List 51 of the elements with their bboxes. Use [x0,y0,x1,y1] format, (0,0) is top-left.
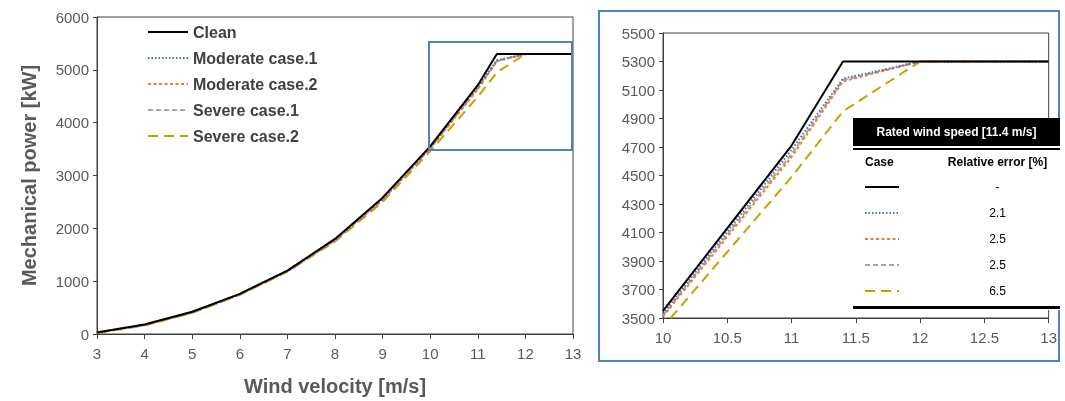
x-tick-label: 9 [378,345,387,362]
x-tick-label: 6 [235,345,244,362]
annotation: 2.5 [988,232,1007,246]
x-axis-title: Wind velocity [m/s] [243,375,427,397]
x-tick-label: 7 [283,345,292,362]
y-tick-label: 4500 [621,167,655,184]
x-tick-label: 10.5 [712,329,742,346]
x-tick-label: 3 [92,345,102,362]
y-tick-label: 6000 [55,8,89,26]
x-tick-label: 12.5 [969,329,999,346]
annotation: Case [864,154,895,171]
x-tick-label: 11 [783,329,800,346]
x-tick-label: 11 [470,345,486,362]
x-tick-label: 10 [654,329,672,346]
legend-label: Severe case.1 [193,101,299,119]
x-tick-label: 12 [517,345,534,362]
x-tick-label: 5 [188,345,197,362]
y-tick-label: 3000 [55,167,89,184]
x-tick-label: 13 [564,345,582,362]
y-tick-label: 3900 [621,252,655,270]
annotation: 2.1 [988,206,1007,220]
y-tick-label: 5000 [55,61,89,79]
x-tick-label: 10 [421,345,439,362]
annotation: Relative error [%] [946,154,1049,171]
y-tick-label: 5300 [621,53,655,70]
y-tick-label: 4000 [55,114,89,132]
y-tick-label: 5100 [621,81,655,99]
y-axis-title: Mechanical power [kW] [18,64,40,287]
annotation: Rated wind speed [11.4 m/s] [853,118,1060,146]
x-tick-label: 13 [1040,329,1057,346]
y-tick-label: 3700 [621,281,655,298]
x-tick-label: 12 [911,329,929,346]
x-tick-label: 8 [330,345,340,362]
legend-label: Moderate case.2 [193,75,318,93]
y-tick-label: 3500 [621,309,655,327]
y-tick-label: 4700 [621,138,655,156]
x-tick-label: 4 [140,345,149,362]
legend-label: Moderate case.1 [193,49,318,67]
annotation: 2.5 [988,258,1007,272]
legend-label: Severe case.2 [193,127,299,145]
annotation: 6.5 [988,284,1007,298]
legend-label: Clean [193,23,237,41]
y-tick-label: 5500 [621,24,655,42]
y-tick-label: 0 [80,325,89,343]
y-tick-label: 1000 [55,272,89,290]
y-tick-label: 2000 [55,219,89,237]
x-tick-label: 11.5 [841,329,870,346]
y-tick-label: 4900 [621,110,655,127]
annotation: - [994,180,1001,194]
y-tick-label: 4300 [621,195,655,213]
y-tick-label: 4100 [621,224,655,241]
